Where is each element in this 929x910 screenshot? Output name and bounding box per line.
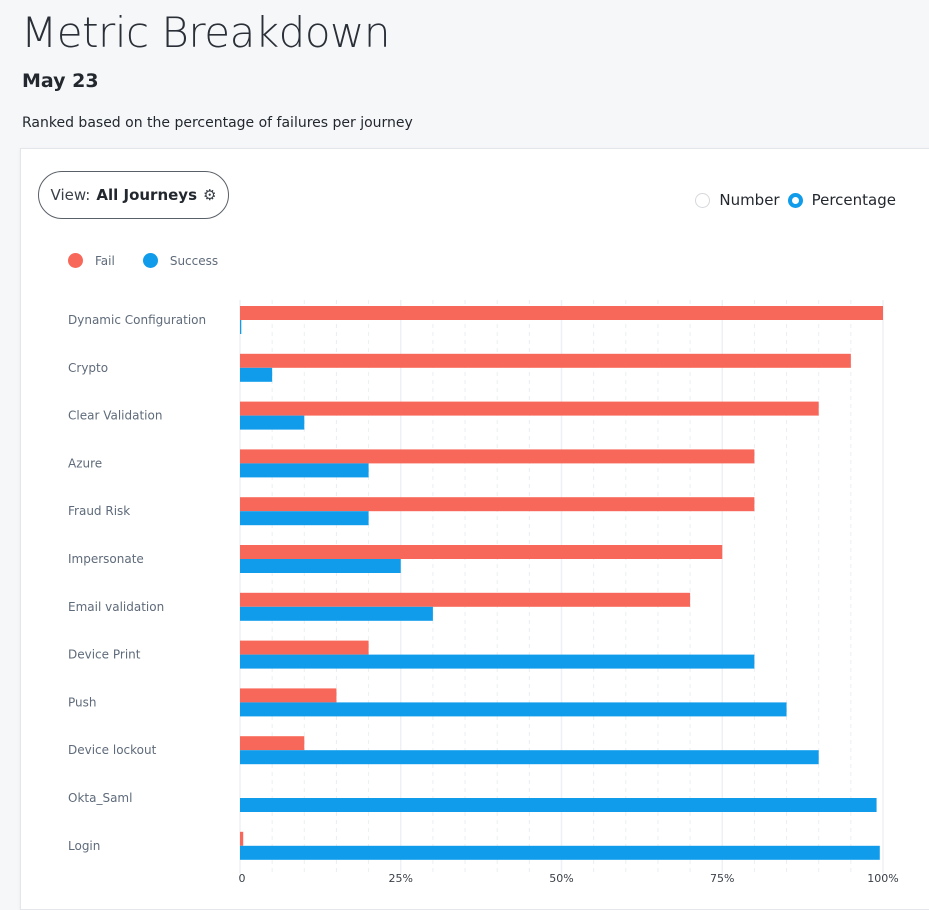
x-tick-label: 75% [710,872,734,885]
success-bar [240,845,880,860]
x-tick-label: 0 [239,872,246,885]
legend-success-label: Success [169,253,219,268]
fail-bar [240,449,755,464]
category-label: Impersonate [68,552,144,566]
x-tick-label: 100% [867,872,898,885]
success-bar [240,367,273,382]
fail-bar [240,306,883,320]
category-label: Device Print [68,648,141,662]
category-label: Email validation [68,600,164,614]
category-label: Crypto [68,361,108,375]
category-label: Fraud Risk [68,504,130,518]
fail-bar [240,401,819,416]
view-selector-button[interactable]: View: All Journeys ⚙ [38,171,229,219]
chart-card: View: All Journeys ⚙ Number Percentage F… [20,148,929,910]
legend-fail-label: Fail [95,253,115,268]
success-bar [240,750,819,765]
x-tick-label: 50% [549,872,573,885]
category-label: Push [68,695,97,709]
view-label: View: [50,186,91,204]
success-bar [240,559,401,573]
category-label: Dynamic Configuration [68,313,206,327]
radio-number[interactable] [695,192,711,208]
category-label: Clear Validation [68,409,162,423]
success-bar [240,463,369,478]
fail-bar [240,640,369,655]
legend: Fail Success [68,253,218,268]
radio-percentage-label[interactable]: Percentage [811,191,896,209]
fail-bar [240,831,244,846]
legend-fail-swatch [68,253,83,268]
legend-success-swatch [142,253,158,268]
view-value: All Journeys [96,186,198,204]
success-bar [240,798,877,812]
fail-bar [240,592,691,607]
success-bar [240,511,369,526]
success-bar [240,606,433,621]
fail-bar [240,545,723,559]
success-bar [240,320,242,334]
fail-bar [240,497,755,512]
radio-number-label[interactable]: Number [719,191,780,209]
category-label: Okta_Saml [68,791,132,805]
fail-bar [240,736,305,751]
page-title: Metric Breakdown [21,8,391,57]
category-label: Device lockout [68,743,157,757]
date-subtitle: May 23 [22,70,99,92]
fail-bar [240,688,337,703]
success-bar [240,415,305,430]
category-label: Login [68,839,100,853]
display-mode-radios: Number Percentage [695,191,896,209]
fail-bar [240,353,851,368]
success-bar [240,702,787,717]
x-tick-label: 25% [389,872,413,885]
category-label: Azure [68,456,102,470]
gear-icon: ⚙ [203,186,217,204]
radio-percentage[interactable] [787,192,803,208]
success-bar [240,654,755,669]
description: Ranked based on the percentage of failur… [22,115,413,131]
